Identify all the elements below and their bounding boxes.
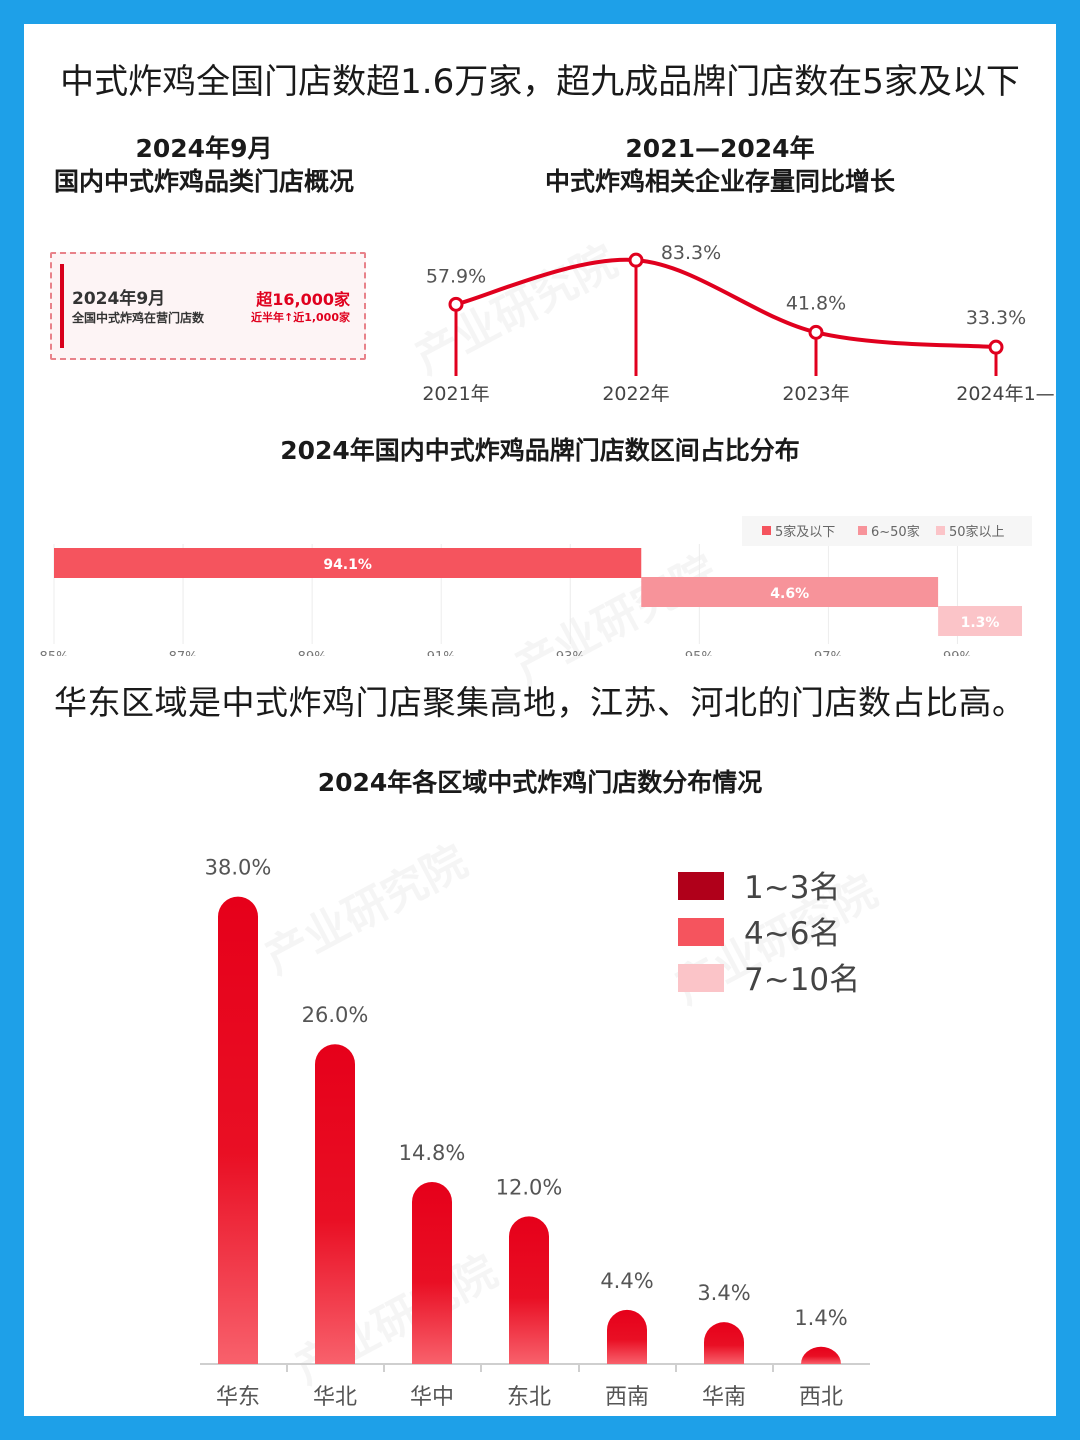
legend-swatch <box>678 918 724 946</box>
data-label: 14.8% <box>399 1141 466 1165</box>
x-tick-label: 华北 <box>313 1385 357 1410</box>
line-chart-title-line1: 2021—2024年 <box>625 134 815 163</box>
legend-label: 1~3名 <box>744 870 840 906</box>
x-tick-label: 95% <box>685 650 714 656</box>
legend-background <box>742 516 1032 546</box>
legend: 1~3名 4~6名 7~10名 <box>678 870 860 998</box>
legend-label: 4~6名 <box>744 916 840 952</box>
data-label: 1.4% <box>794 1306 847 1330</box>
x-tick-label: 2023年 <box>782 383 849 404</box>
overview-title-line1: 2024年9月 <box>135 134 273 163</box>
legend-swatch <box>678 964 724 992</box>
x-tick-label: 2022年 <box>602 383 669 404</box>
bar <box>412 1181 452 1364</box>
card-value: 超16,000家 <box>256 290 350 309</box>
legend-label: 7~10名 <box>744 962 860 998</box>
x-tick-label: 85% <box>40 650 69 656</box>
legend-swatch <box>936 526 945 535</box>
bar-segment <box>938 606 1022 636</box>
data-point <box>988 339 1004 355</box>
legend-label: 50家以上 <box>949 524 1005 540</box>
data-label: 83.3% <box>661 242 721 264</box>
headline: 中式炸鸡全国门店数超1.6万家，超九成品牌门店数在5家及以下 <box>60 62 1020 102</box>
bar <box>315 1044 355 1364</box>
card-note: 近半年↑近1,000家 <box>250 311 350 324</box>
hbar-chart-title: 2024年国内中式炸鸡品牌门店数区间占比分布 <box>280 436 800 465</box>
data-label: 26.0% <box>302 1003 369 1027</box>
x-tick-label: 93% <box>556 650 585 656</box>
data-point <box>808 324 824 340</box>
bar <box>704 1322 744 1364</box>
data-label: 33.3% <box>966 307 1026 329</box>
card-label: 全国中式炸鸡在营门店数 <box>72 311 205 325</box>
legend-swatch <box>858 526 867 535</box>
card-date: 2024年9月 <box>72 289 166 309</box>
data-label: 57.9% <box>426 265 486 287</box>
x-tick-label: 91% <box>427 650 456 656</box>
growth-line-chart: 57.9% 2021年 83.3% 2022年 41.8% 2023年 33.3% 2024年… <box>422 242 1056 404</box>
region-summary: 华东区域是中式炸鸡门店聚集高地，江苏、河北的门店数占比高。 <box>54 683 1026 722</box>
bar-segment <box>54 548 642 578</box>
x-tick-label: 东北 <box>507 1385 551 1410</box>
brand-share-bar-chart: 85% 87% 89% 91% 93% 95% 97% 99% 94.1% 4.6% 1.3% 5家及… <box>40 516 1032 656</box>
legend-swatch <box>678 872 724 900</box>
bar <box>218 896 258 1364</box>
legend-label: 6~50家 <box>871 524 920 540</box>
infographic-card: 产业研究院 产业研究院 产业研究院 产业研究院 产业研究院 中式炸鸡全国门店数超… <box>24 24 1056 1416</box>
x-tick-label: 西北 <box>799 1385 843 1410</box>
x-tick-label: 西南 <box>605 1385 649 1410</box>
data-label: 12.0% <box>496 1175 563 1199</box>
region-bar-chart: 38.0% 华东 26.0% 华北 14.8% 华中 12.0% 东北 4.4% 西南 3.4% 华南… <box>200 856 870 1410</box>
overview-title-line2: 国内中式炸鸡品类门店概况 <box>53 167 354 196</box>
data-point <box>628 252 644 268</box>
overview-title: 2024年9月 国内中式炸鸡品类门店概况 <box>34 132 374 198</box>
data-label: 4.4% <box>600 1269 653 1293</box>
data-label: 41.8% <box>786 292 846 314</box>
legend: 5家及以下 6~50家 50家以上 <box>742 516 1032 546</box>
data-label: 4.6% <box>770 586 809 602</box>
x-tick-label: 华中 <box>410 1385 454 1410</box>
bar <box>509 1216 549 1364</box>
x-tick-label: 华东 <box>216 1385 260 1410</box>
legend-label: 5家及以下 <box>775 524 835 540</box>
x-tick-label: 99% <box>943 650 972 656</box>
x-tick-label: 89% <box>298 650 327 656</box>
data-label: 3.4% <box>697 1281 750 1305</box>
store-count-card: 2024年9月 全国中式炸鸡在营门店数 超16,000家 近半年↑近1,000家 <box>50 252 366 360</box>
line-chart-title: 2021—2024年 中式炸鸡相关企业存量同比增长 <box>464 132 976 198</box>
data-point <box>448 296 464 312</box>
x-tick-label: 2021年 <box>422 383 489 404</box>
series-line <box>455 257 997 350</box>
data-label: 38.0% <box>205 856 272 880</box>
x-tick-label: 2024年1—8月 <box>956 383 1056 404</box>
line-chart-title-line2: 中式炸鸡相关企业存量同比增长 <box>544 167 895 196</box>
legend-swatch <box>762 526 771 535</box>
x-tick-label: 97% <box>814 650 843 656</box>
x-tick-label: 华南 <box>702 1385 746 1410</box>
data-label: 1.3% <box>961 615 1000 631</box>
bar <box>801 1346 842 1364</box>
card-accent-bar <box>60 264 64 348</box>
x-tick-label: 87% <box>169 650 198 656</box>
data-label: 94.1% <box>323 557 372 573</box>
bar-segment <box>641 577 939 607</box>
region-chart-title: 2024年各区域中式炸鸡门店数分布情况 <box>317 768 763 797</box>
bar <box>607 1309 647 1364</box>
